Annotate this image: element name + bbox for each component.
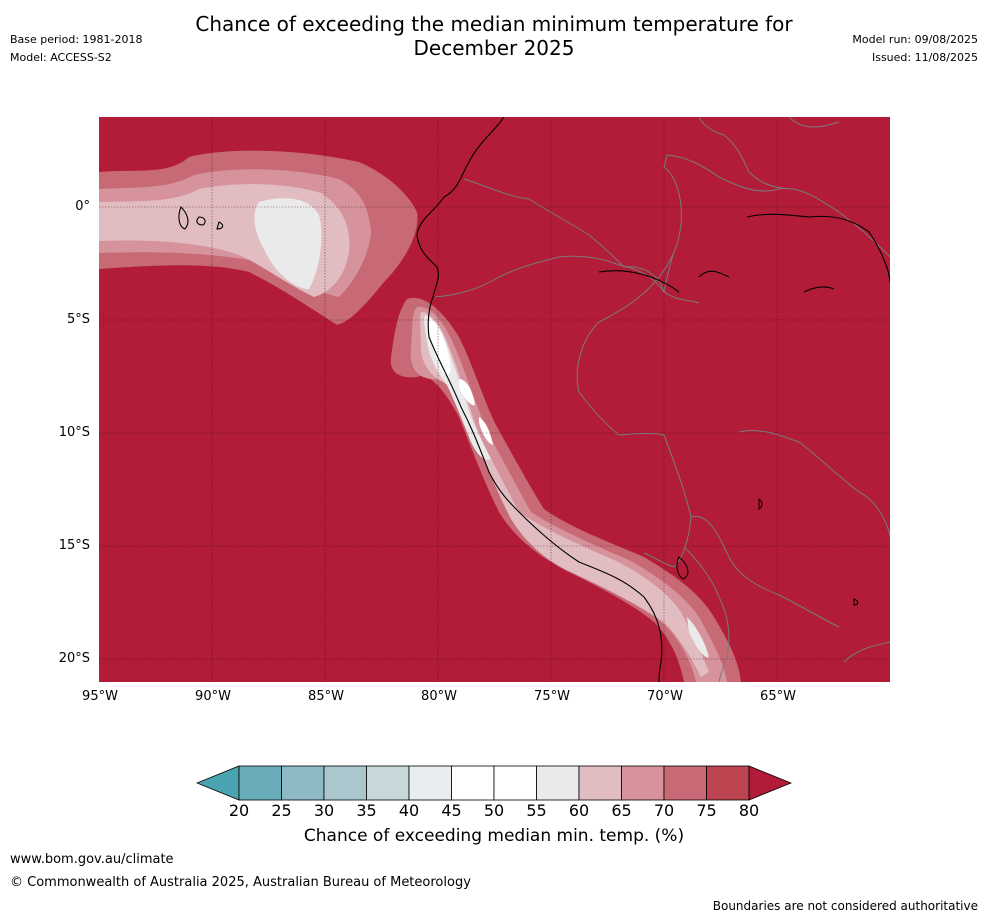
base-period: Base period: 1981-2018 <box>10 33 143 46</box>
legend-tick: 40 <box>398 801 420 820</box>
coastal-anomaly-band <box>390 297 741 682</box>
legend-swatch <box>238 765 282 801</box>
legend-tick: 70 <box>653 801 675 820</box>
legend-extend-low <box>196 765 240 801</box>
title-line-1: Chance of exceeding the median minimum t… <box>195 12 793 36</box>
lon-label-80w: 80°W <box>421 689 457 704</box>
lon-label-85w: 85°W <box>308 689 344 704</box>
legend-tick: 35 <box>356 801 377 820</box>
legend-swatch <box>366 765 410 801</box>
lat-label-5s: 5°S <box>66 312 90 327</box>
model-name: Model: ACCESS-S2 <box>10 51 112 64</box>
legend-swatch <box>706 765 750 801</box>
legend-swatch <box>578 765 622 801</box>
lakes <box>676 497 859 606</box>
forecast-map <box>99 117 890 682</box>
website-link[interactable]: www.bom.gov.au/climate <box>10 852 174 867</box>
title-line-2: December 2025 <box>413 36 575 60</box>
meta-left: Base period: 1981-2018 Model: ACCESS-S2 <box>10 31 142 67</box>
model-run: Model run: 09/08/2025 <box>852 33 978 46</box>
legend-tick: 30 <box>313 801 335 820</box>
legend-tick: 65 <box>611 801 632 820</box>
legend-title: Chance of exceeding median min. temp. (%… <box>303 826 685 846</box>
legend-swatch <box>281 765 325 801</box>
lon-label-90w: 90°W <box>195 689 231 704</box>
legend-tick: 20 <box>228 801 250 820</box>
lat-label-20s: 20°S <box>58 651 90 666</box>
legend-swatch <box>493 765 537 801</box>
legend-swatch <box>451 765 495 801</box>
legend-swatch <box>408 765 452 801</box>
legend-swatch <box>536 765 580 801</box>
ocean-anomaly-plume <box>99 150 418 325</box>
legend-tick: 80 <box>738 801 760 820</box>
legend-tick: 25 <box>271 801 292 820</box>
graticule <box>99 117 890 682</box>
legend-swatch <box>621 765 665 801</box>
legend-extend-high <box>748 765 792 801</box>
country-boundaries <box>434 117 890 682</box>
lon-label-95w: 95°W <box>82 689 118 704</box>
legend-tick: 75 <box>696 801 717 820</box>
lat-label-15s: 15°S <box>58 538 90 553</box>
coastline <box>178 117 890 682</box>
lon-label-75w: 75°W <box>534 689 570 704</box>
lon-label-65w: 65°W <box>760 689 796 704</box>
lon-label-70w: 70°W <box>647 689 683 704</box>
meta-right: Model run: 09/08/2025 Issued: 11/08/2025 <box>852 31 978 67</box>
issued-date: Issued: 11/08/2025 <box>871 51 978 64</box>
map-title: Chance of exceeding the median minimum t… <box>0 12 988 60</box>
legend-tick: 60 <box>568 801 590 820</box>
copyright-text: © Commonwealth of Australia 2025, Austra… <box>10 875 471 890</box>
legend-colorbar <box>196 765 792 801</box>
lat-label-10s: 10°S <box>58 425 90 440</box>
legend-swatch <box>323 765 367 801</box>
legend-tick: 45 <box>441 801 462 820</box>
disclaimer-text: Boundaries are not considered authoritat… <box>712 899 978 913</box>
legend-tick: 50 <box>483 801 505 820</box>
legend-swatch <box>663 765 707 801</box>
legend-tick: 55 <box>526 801 547 820</box>
lat-label-0: 0° <box>75 199 90 214</box>
